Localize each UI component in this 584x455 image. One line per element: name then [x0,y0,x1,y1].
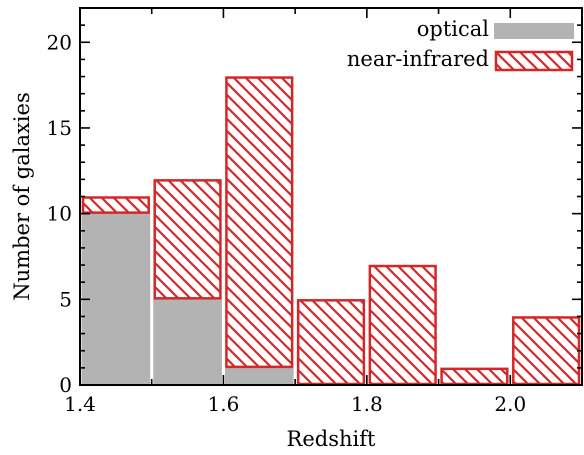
optical-bar [224,367,294,385]
legend-label-optical: optical [417,17,490,41]
y-axis-label: Number of galaxies [10,92,34,300]
legend: optical near-infrared [347,17,574,72]
near-infrared-bars [81,76,581,386]
legend-label-near-infrared: near-infrared [347,47,489,71]
optical-bars [81,213,294,385]
legend-swatch-optical [494,23,574,39]
tick-labels: 1.4 1.6 1.8 2.0 0 5 10 15 20 [47,30,527,416]
x-tick-label: 2.0 [494,392,526,416]
optical-bar [153,299,222,385]
y-tick-label: 0 [59,373,72,397]
axis-ticks [79,8,583,386]
y-tick-label: 10 [47,202,72,226]
near-infrared-bar [440,367,509,386]
near-infrared-bar [225,76,294,369]
y-tick-label: 5 [59,287,72,311]
near-infrared-bar [153,179,222,300]
near-infrared-bar [512,316,581,386]
x-tick-label: 1.4 [64,392,96,416]
y-tick-label: 15 [47,116,72,140]
y-tick-label: 20 [47,30,72,54]
legend-swatch-near-infrared [494,50,574,72]
x-tick-label: 1.6 [208,392,240,416]
x-axis-label: Redshift [287,427,376,451]
x-tick-label: 1.8 [351,392,383,416]
optical-bar [81,213,151,385]
near-infrared-bar [296,299,366,386]
near-infrared-bar [81,196,150,214]
near-infrared-bar [368,264,437,386]
